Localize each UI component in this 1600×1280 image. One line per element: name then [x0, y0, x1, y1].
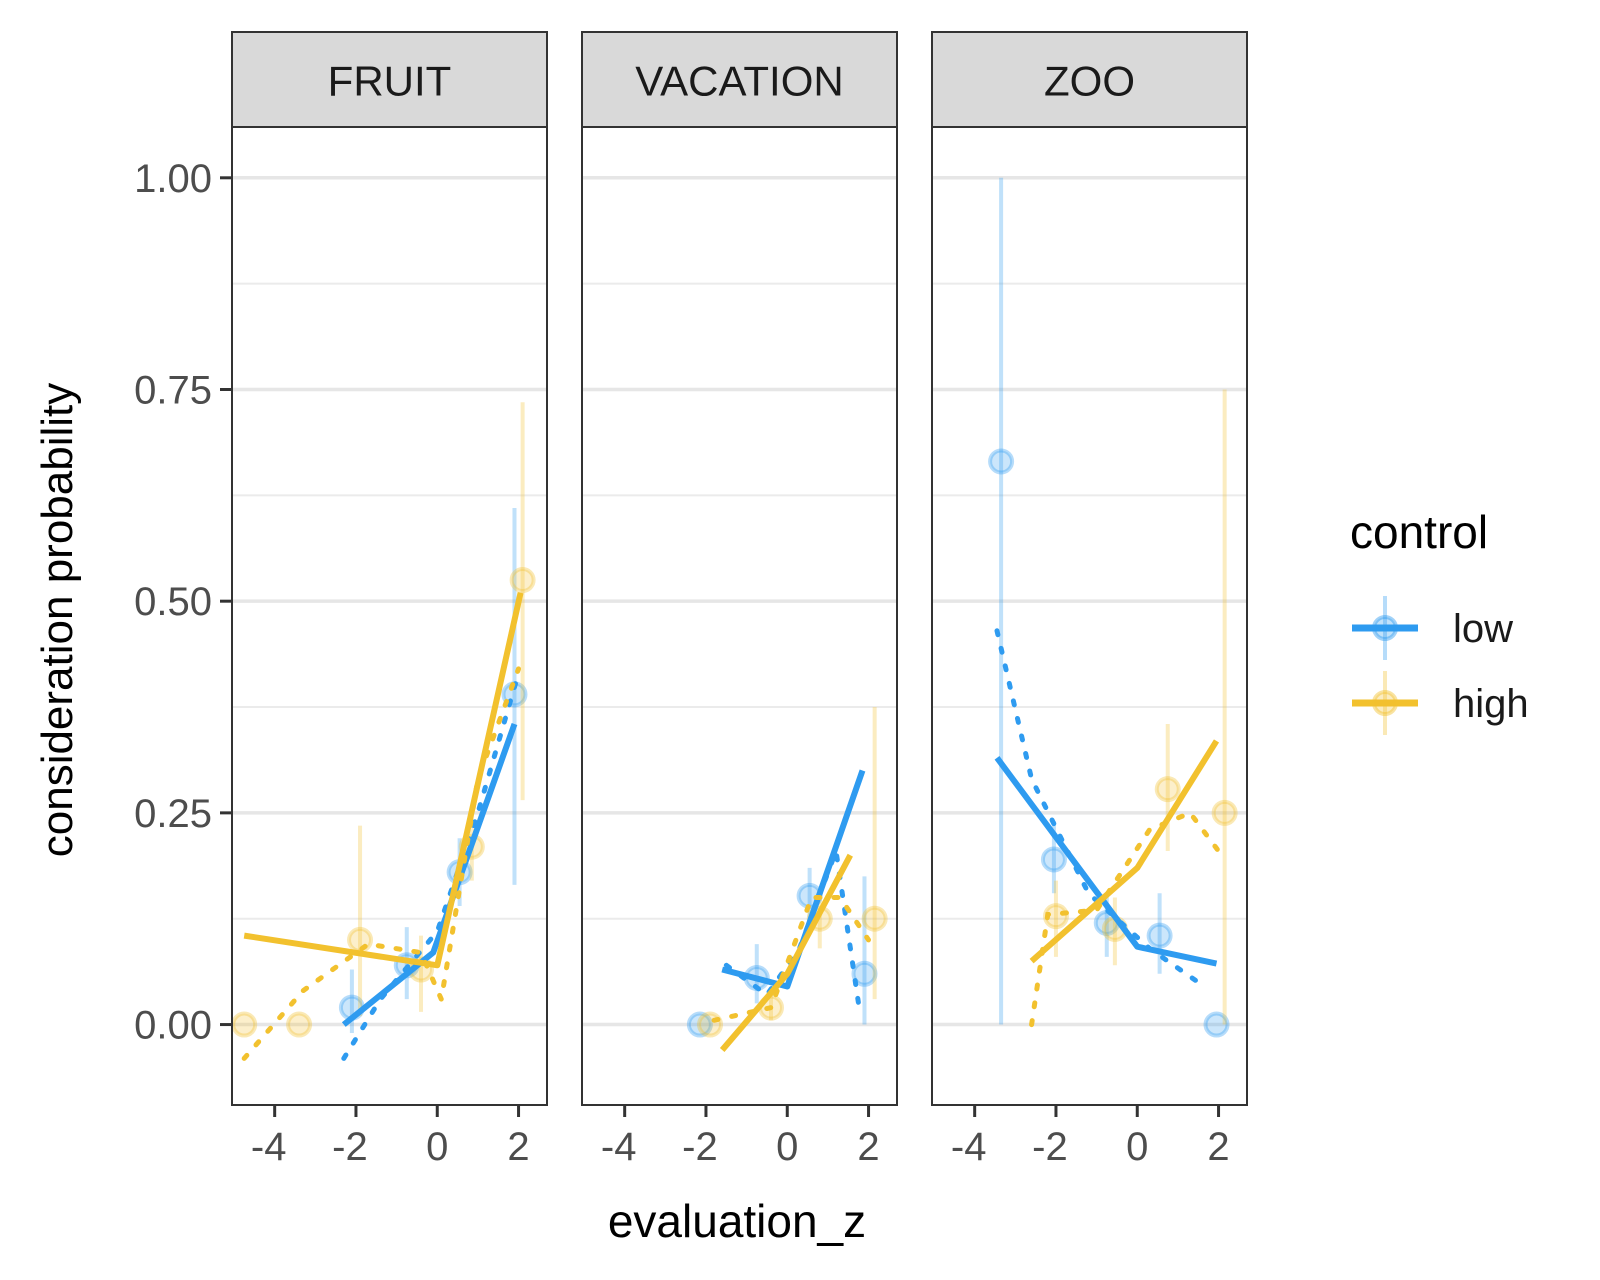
y-tick-label: 0.50 — [134, 580, 212, 624]
x-tick-label: 2 — [857, 1125, 879, 1169]
x-tick-label: 0 — [426, 1125, 448, 1169]
x-tick-label: -2 — [1032, 1125, 1068, 1169]
solid-line-high — [719, 853, 853, 1052]
panel-strip — [231, 31, 548, 128]
legend-keys: low high — [1352, 596, 1529, 735]
data-point-high — [286, 1011, 313, 1038]
panel-strip — [581, 31, 898, 128]
plot-data — [686, 707, 888, 1052]
panel-strip — [931, 31, 1248, 128]
dotted-line-low — [994, 628, 1201, 985]
panels-layer: FRUIT -4 -2 0 2 VACATION -4 -2 0 2 ZOO -4 -2 0 2 — [231, 31, 1248, 1169]
panel-border — [231, 126, 548, 1106]
plot-background — [582, 127, 897, 1105]
dotted-line-high — [241, 666, 521, 1061]
y-tick-label: 0.75 — [134, 368, 212, 412]
plot-data — [988, 177, 1238, 1038]
solid-line-high — [243, 592, 524, 969]
legend-key-point — [1372, 690, 1398, 716]
data-point-low — [988, 448, 1015, 475]
data-point-high — [697, 1011, 724, 1038]
x-tick-label: 2 — [1207, 1125, 1229, 1169]
data-point-low — [1040, 846, 1067, 873]
x-axis-title: evaluation_z — [608, 1195, 866, 1247]
panel-border — [581, 126, 898, 1106]
solid-line-low — [721, 769, 866, 990]
data-point-low — [1146, 922, 1173, 949]
x-tick-label: -4 — [601, 1125, 637, 1169]
x-tick-label: 0 — [776, 1125, 798, 1169]
x-tick-label: 0 — [1126, 1125, 1148, 1169]
legend-key-high: high — [1352, 671, 1529, 735]
data-point-high — [232, 1011, 258, 1038]
data-point-high — [1154, 776, 1181, 803]
panel-zoo: ZOO -4 -2 0 2 — [931, 31, 1248, 1169]
x-tick-label: 2 — [507, 1125, 529, 1169]
data-point-high — [1211, 799, 1238, 826]
data-point-low — [686, 1011, 713, 1038]
panel-strip-label: ZOO — [1044, 58, 1135, 105]
plot-background — [932, 127, 1247, 1105]
dotted-line-high — [1029, 809, 1221, 1028]
y-axis: 0.00 0.25 0.50 0.75 1.00 — [134, 157, 232, 1048]
data-point-low — [851, 960, 878, 987]
y-tick-label: 0.00 — [134, 1004, 212, 1048]
y-tick-label: 1.00 — [134, 157, 212, 201]
legend-label-low: low — [1453, 607, 1513, 651]
data-point-high — [509, 567, 536, 594]
panel-border — [931, 126, 1248, 1106]
x-tick-label: -2 — [332, 1125, 368, 1169]
panel-fruit: FRUIT -4 -2 0 2 — [231, 31, 548, 1169]
solid-line-low — [994, 756, 1218, 967]
x-tick-label: -4 — [251, 1125, 287, 1169]
panel-strip-label: FRUIT — [328, 58, 452, 105]
legend-key-low: low — [1352, 596, 1513, 660]
legend: control low high — [1350, 506, 1529, 735]
legend-label-high: high — [1453, 682, 1529, 726]
x-tick-label: -2 — [682, 1125, 718, 1169]
solid-line-low — [341, 722, 518, 1027]
panel-strip-label: VACATION — [635, 58, 843, 105]
data-point-high — [1042, 903, 1069, 930]
plot-data — [232, 402, 536, 1061]
x-tick-label: -4 — [951, 1125, 987, 1169]
y-axis-title: consideration probability — [33, 383, 82, 858]
legend-title: control — [1350, 506, 1488, 558]
legend-key-point — [1372, 615, 1398, 641]
solid-line-high — [1029, 739, 1220, 964]
data-point-high — [861, 905, 888, 932]
panel-vacation: VACATION -4 -2 0 2 — [581, 31, 898, 1169]
y-tick-label: 0.25 — [134, 792, 212, 836]
data-point-low — [1203, 1011, 1230, 1038]
